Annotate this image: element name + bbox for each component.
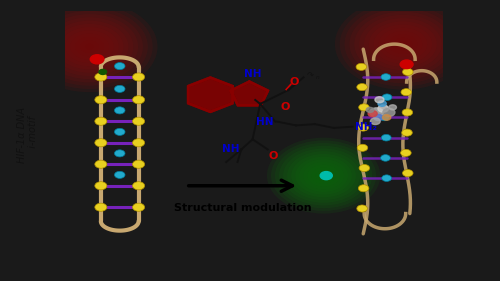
Circle shape [95, 139, 107, 147]
Circle shape [90, 55, 104, 64]
Circle shape [132, 117, 144, 125]
Circle shape [375, 97, 384, 103]
Circle shape [357, 144, 368, 151]
Circle shape [95, 203, 107, 211]
Text: HIF-1α DNA
  i-motif: HIF-1α DNA i-motif [16, 107, 38, 163]
Circle shape [358, 185, 369, 192]
Circle shape [380, 155, 390, 161]
Circle shape [378, 101, 386, 106]
Circle shape [95, 73, 107, 81]
Circle shape [114, 150, 125, 157]
Circle shape [368, 111, 377, 117]
Circle shape [374, 114, 383, 121]
Text: Structural modulation: Structural modulation [174, 203, 311, 214]
Circle shape [335, 0, 471, 90]
Circle shape [383, 108, 395, 116]
Circle shape [370, 118, 380, 124]
Circle shape [382, 94, 392, 101]
Circle shape [22, 1, 158, 92]
Circle shape [26, 4, 152, 89]
Circle shape [95, 117, 107, 125]
Circle shape [402, 129, 412, 136]
Circle shape [32, 8, 148, 86]
Circle shape [400, 149, 411, 157]
Circle shape [382, 175, 392, 182]
Text: O: O [280, 102, 289, 112]
Circle shape [357, 83, 368, 91]
Circle shape [382, 115, 391, 120]
Circle shape [389, 105, 396, 110]
Circle shape [132, 203, 144, 211]
Circle shape [381, 74, 391, 80]
Circle shape [95, 160, 107, 168]
Circle shape [402, 169, 413, 177]
Circle shape [344, 5, 461, 83]
Text: $\curvearrowright_n$: $\curvearrowright_n$ [304, 70, 320, 82]
Text: O: O [268, 151, 278, 162]
Text: NH: NH [244, 69, 261, 79]
Text: HN: HN [256, 117, 274, 127]
Circle shape [275, 143, 372, 208]
Circle shape [132, 160, 144, 168]
Circle shape [271, 140, 376, 211]
Circle shape [114, 171, 125, 178]
Circle shape [132, 139, 144, 147]
Circle shape [402, 109, 412, 116]
Circle shape [358, 104, 370, 111]
Circle shape [95, 96, 107, 104]
Circle shape [114, 85, 125, 92]
Circle shape [378, 105, 388, 112]
Circle shape [400, 60, 413, 69]
Circle shape [358, 124, 368, 131]
Circle shape [359, 164, 370, 172]
Circle shape [402, 68, 413, 76]
Circle shape [95, 182, 107, 190]
Polygon shape [230, 81, 268, 105]
Circle shape [401, 89, 411, 96]
Circle shape [380, 114, 390, 121]
Circle shape [366, 107, 374, 112]
Text: NH₂: NH₂ [354, 122, 376, 132]
Circle shape [99, 69, 106, 74]
Circle shape [370, 108, 383, 117]
Circle shape [132, 182, 144, 190]
Circle shape [382, 134, 391, 141]
Circle shape [114, 128, 125, 135]
Polygon shape [188, 78, 232, 112]
Circle shape [132, 73, 144, 81]
Circle shape [114, 63, 125, 70]
Circle shape [267, 138, 380, 214]
Circle shape [357, 205, 368, 212]
Circle shape [340, 2, 466, 86]
Circle shape [132, 96, 144, 104]
Text: O: O [289, 78, 298, 87]
Circle shape [356, 63, 366, 71]
Text: NH: NH [222, 144, 240, 155]
Circle shape [320, 172, 332, 180]
Circle shape [114, 107, 125, 114]
